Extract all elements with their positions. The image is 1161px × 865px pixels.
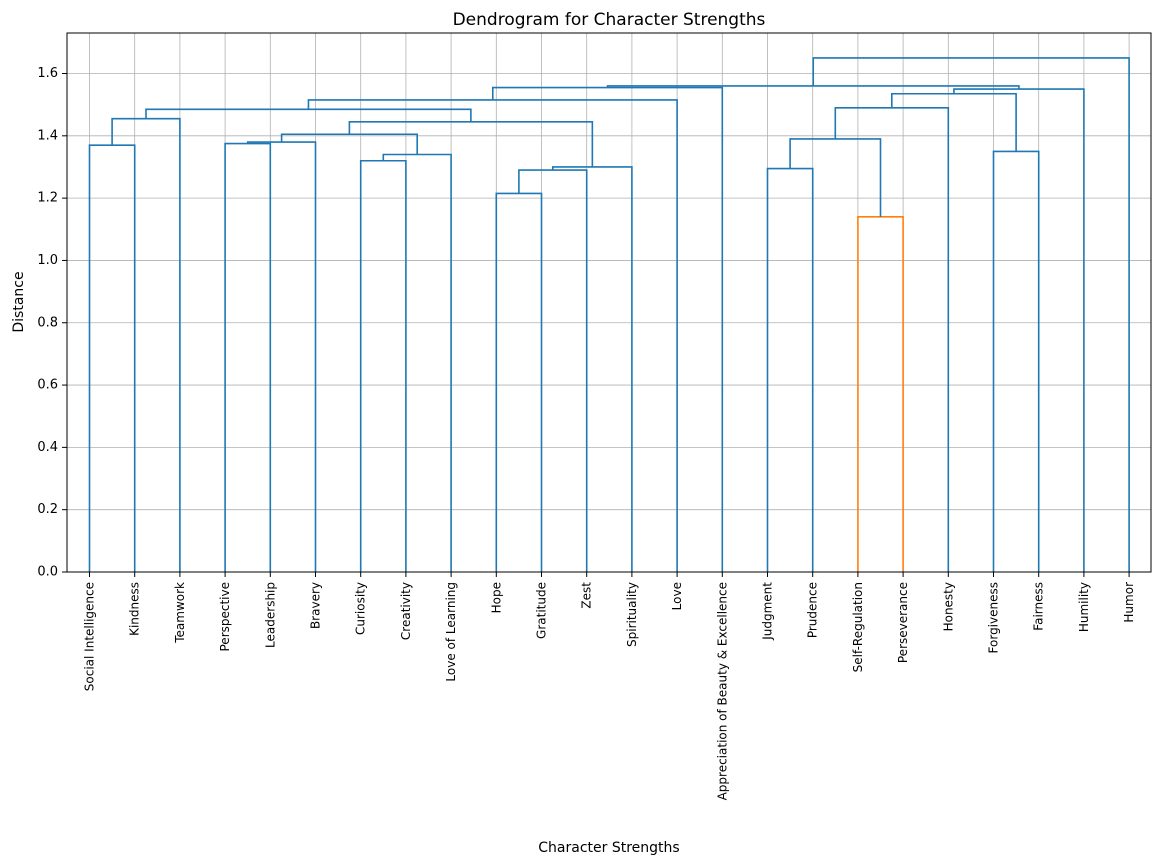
- x-tick-label: Creativity: [399, 582, 413, 640]
- x-tick-label: Spirituality: [625, 582, 639, 647]
- x-tick-label: Love of Learning: [444, 582, 458, 682]
- y-tick-label: 0.8: [37, 315, 58, 330]
- x-tick-label: Judgment: [761, 582, 775, 641]
- x-tick-label: Gratitude: [535, 582, 549, 639]
- dendrogram-link: [246, 141, 317, 572]
- x-tick-label: Honesty: [941, 582, 955, 631]
- chart-title: Dendrogram for Character Strengths: [453, 10, 766, 30]
- x-tick-label: Curiosity: [354, 582, 368, 635]
- y-tick-label: 1.6: [37, 66, 58, 81]
- x-tick-label: Appreciation of Beauty & Excellence: [715, 582, 729, 800]
- y-tick-label: 1.4: [37, 128, 58, 143]
- x-tick-label: Forgiveness: [987, 582, 1001, 653]
- x-tick-label: Teamwork: [173, 582, 187, 644]
- x-tick-label: Self-Regulation: [851, 582, 865, 672]
- y-axis-ticks: 0.0 0.2 0.4 0.6 0.8 1.0 1.2 1.4 1.6: [37, 66, 67, 580]
- x-tick-label: Bravery: [309, 582, 323, 629]
- dendrogram-link: [280, 133, 418, 155]
- dendrogram-link: [992, 150, 1040, 572]
- dendrogram-link: [552, 166, 633, 572]
- y-tick-label: 0.2: [37, 502, 58, 517]
- x-tick-label: Kindness: [128, 582, 142, 636]
- dendrogram-link: [789, 138, 882, 217]
- x-tick-label: Fairness: [1032, 582, 1046, 631]
- y-tick-label: 0.4: [37, 440, 58, 455]
- x-tick-label: Perseverance: [896, 582, 910, 663]
- x-tick-label: Leadership: [263, 582, 277, 648]
- dendrogram-link: [518, 169, 588, 572]
- dendrogram-link: [495, 192, 543, 572]
- dendrogram-links: [88, 57, 1130, 572]
- x-tick-label: Social Intelligence: [83, 582, 97, 691]
- y-tick-label: 1.0: [37, 253, 58, 268]
- dendrogram-link: [953, 88, 1085, 572]
- y-tick-label: 0.0: [37, 565, 58, 580]
- x-tick-label: Humor: [1122, 582, 1136, 623]
- dendrogram-link: [834, 106, 950, 572]
- x-tick-label: Prudence: [806, 582, 820, 638]
- y-tick-label: 1.2: [37, 191, 58, 206]
- dendrogram-link: [359, 159, 407, 572]
- dendrogram-link: [766, 167, 814, 572]
- plot-frame: [66, 32, 1152, 573]
- x-axis-label: Character Strengths: [538, 840, 679, 856]
- dendrogram-link: [491, 86, 724, 572]
- dendrogram-link: [307, 99, 678, 572]
- dendrogram-link: [382, 153, 452, 572]
- dendrogram-link: [891, 92, 1017, 152]
- x-tick-label: Hope: [489, 582, 503, 613]
- dendrogram-link: [224, 142, 272, 572]
- y-axis-label: Distance: [11, 271, 27, 332]
- x-axis-ticks: Social Intelligence Kindness Teamwork Persp…: [83, 572, 1136, 800]
- dendrogram-link: [145, 108, 472, 122]
- grid-layer: [67, 33, 1151, 573]
- x-tick-label: Zest: [580, 582, 594, 609]
- dendrogram-link: [88, 144, 136, 572]
- dendrogram-link: [857, 216, 904, 572]
- x-tick-label: Love: [670, 582, 684, 610]
- dendrogram-link: [348, 120, 594, 167]
- y-tick-label: 0.6: [37, 378, 58, 393]
- x-tick-label: Humility: [1077, 582, 1091, 632]
- dendrogram-link: [812, 57, 1130, 572]
- x-tick-label: Perspective: [218, 582, 232, 652]
- dendrogram-link: [111, 117, 181, 572]
